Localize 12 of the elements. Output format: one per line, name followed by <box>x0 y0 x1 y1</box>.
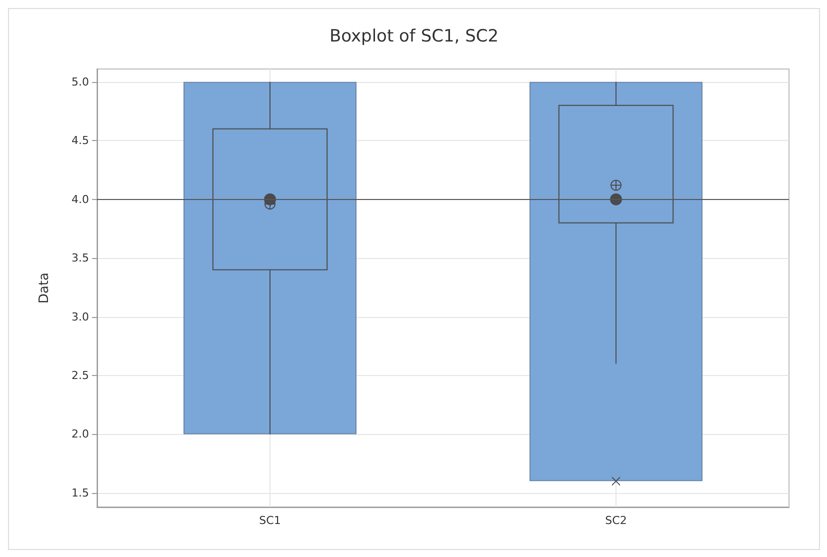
x-tick-label: SC2 <box>605 514 627 527</box>
y-tick-label: 3.0 <box>72 310 89 324</box>
y-tick-label: 2.5 <box>72 368 89 382</box>
y-axis-title: Data <box>37 272 52 304</box>
y-tick-label: 1.5 <box>72 486 89 500</box>
y-tick-label: 3.5 <box>72 252 89 265</box>
y-tick-label: 5.0 <box>72 75 89 88</box>
y-tick-label: 2.0 <box>72 428 89 441</box>
chart-title: Boxplot of SC1, SC2 <box>329 26 499 46</box>
y-tick-label: 4.5 <box>72 134 89 148</box>
y-tick-label: 4.0 <box>72 192 89 206</box>
x-tick-label: SC1 <box>259 514 281 527</box>
